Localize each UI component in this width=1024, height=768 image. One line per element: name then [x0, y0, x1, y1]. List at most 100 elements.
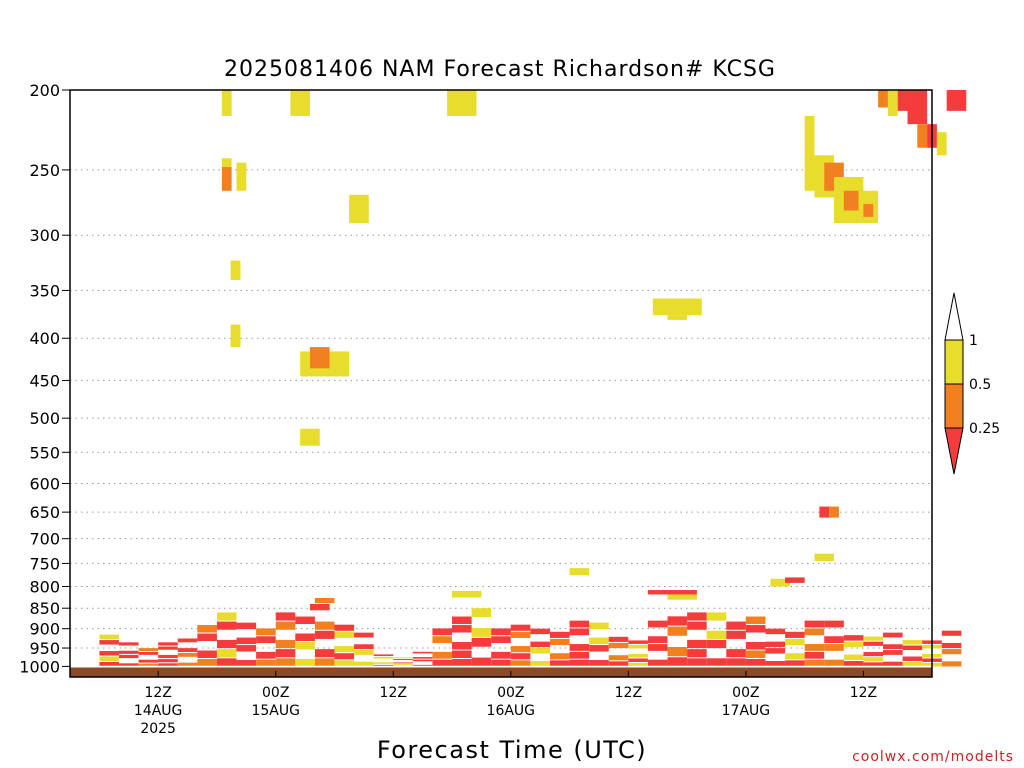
- bl-cell: [687, 639, 707, 649]
- bl-cell: [99, 662, 119, 667]
- bl-cell: [745, 650, 766, 658]
- ri-cell: [309, 603, 330, 611]
- bl-cell: [452, 658, 472, 667]
- bl-cell: [902, 662, 923, 667]
- ri-cell: [917, 124, 928, 148]
- x-tick-label: 16AUG: [487, 703, 536, 719]
- bl-cell: [334, 631, 355, 638]
- bl-cell: [412, 659, 433, 662]
- bl-cell: [432, 659, 453, 667]
- bl-cell: [745, 642, 766, 650]
- bl-cell: [549, 653, 570, 660]
- bl-cell: [530, 628, 550, 635]
- bl-cell: [530, 661, 550, 667]
- ri-cell: [887, 90, 898, 116]
- ri-cell: [897, 90, 908, 111]
- bl-cell: [452, 642, 472, 650]
- bl-cell: [941, 661, 962, 667]
- bl-cell: [491, 636, 511, 644]
- bl-cell: [510, 653, 531, 660]
- bl-cell: [883, 661, 903, 667]
- bl-cell: [941, 642, 962, 649]
- bl-cell: [765, 628, 786, 635]
- x-tick-label: 12Z: [144, 685, 171, 701]
- bl-cell: [706, 630, 727, 639]
- bl-cell: [412, 651, 433, 654]
- bl-cell: [158, 654, 178, 659]
- bl-cell: [863, 636, 884, 641]
- bl-cell: [314, 621, 335, 630]
- bl-cell: [177, 638, 198, 643]
- bl-cell: [491, 628, 511, 636]
- bl-cell: [941, 630, 962, 636]
- bl-cell: [628, 640, 648, 644]
- y-tick-label: 650: [29, 503, 60, 522]
- bl-cell: [667, 647, 688, 657]
- y-tick-label: 800: [29, 577, 60, 596]
- bl-cell: [883, 632, 903, 638]
- bl-cell: [667, 626, 688, 636]
- bl-cell: [177, 648, 198, 652]
- bl-cell: [393, 657, 413, 659]
- bl-cell: [216, 612, 237, 621]
- bl-cell: [863, 662, 884, 667]
- ri-cell: [221, 167, 232, 191]
- bl-cell: [177, 652, 198, 657]
- y-tick-label: 200: [29, 81, 60, 100]
- bl-cell: [510, 624, 531, 631]
- ri-cell: [569, 568, 590, 576]
- bl-cell: [745, 658, 766, 667]
- bl-cell: [745, 625, 766, 633]
- y-tick-label: 1000: [19, 657, 60, 676]
- bl-cell: [628, 653, 648, 658]
- bl-cell: [569, 628, 590, 636]
- ri-cell: [946, 90, 967, 111]
- bl-cell: [118, 654, 139, 659]
- ri-cell: [785, 577, 805, 583]
- bl-cell: [902, 640, 923, 645]
- bl-cell: [628, 662, 648, 667]
- x-tick-label: 00Z: [262, 685, 289, 701]
- bl-cell: [471, 657, 492, 667]
- bl-cell: [118, 663, 139, 667]
- x-tick-label: 2025: [140, 721, 176, 737]
- legend-bin-red: [944, 427, 964, 475]
- y-tick-label: 550: [29, 443, 60, 462]
- x-tick-label: 14AUG: [134, 703, 183, 719]
- bl-cell: [569, 651, 590, 659]
- bl-cell: [256, 659, 276, 667]
- bl-cell: [549, 631, 570, 638]
- x-tick-label: 12Z: [850, 685, 877, 701]
- bl-cell: [589, 637, 609, 645]
- bl-cell: [118, 650, 139, 654]
- ri-cell: [936, 132, 947, 156]
- bl-cell: [667, 657, 688, 667]
- bl-cell: [393, 664, 413, 666]
- bl-cell: [314, 649, 335, 658]
- bl-cell: [354, 650, 374, 655]
- bl-cell: [667, 616, 688, 626]
- ri-cell: [814, 553, 835, 561]
- y-tick-label: 300: [29, 226, 60, 245]
- bl-cell: [99, 640, 119, 645]
- bl-cell: [216, 649, 237, 658]
- bl-cell: [687, 621, 707, 630]
- ri-cell: [829, 506, 839, 518]
- bl-cell: [334, 624, 355, 631]
- y-tick-label: 700: [29, 530, 60, 549]
- bl-cell: [275, 658, 296, 667]
- bl-cell: [824, 659, 844, 667]
- bl-cell: [236, 645, 257, 652]
- y-axis: 200 250 300 350 400 450 500 550 600 650 700 750 800 8…: [19, 81, 70, 676]
- ri-cell: [300, 428, 320, 446]
- ri-cell: [863, 204, 874, 217]
- bl-cell: [216, 621, 237, 630]
- bl-cell: [216, 639, 237, 649]
- x-axis-label: Forecast Time (UTC): [377, 736, 647, 764]
- bl-cell: [824, 620, 844, 628]
- bl-cell: [902, 645, 923, 651]
- bl-cell: [569, 620, 590, 628]
- bl-cell: [549, 660, 570, 667]
- bl-cell: [902, 656, 923, 662]
